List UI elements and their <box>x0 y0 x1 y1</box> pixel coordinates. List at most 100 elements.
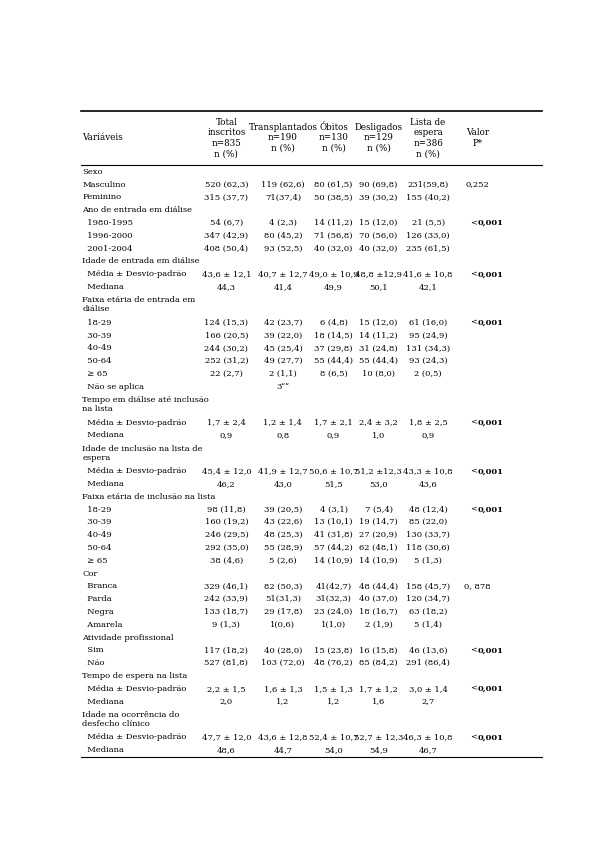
Text: 51,5: 51,5 <box>324 480 343 488</box>
Text: 48,8 ±12,9: 48,8 ±12,9 <box>355 270 402 278</box>
Text: 39 (30,2): 39 (30,2) <box>359 193 397 201</box>
Text: Idade na ocorrência do
desfecho clínico: Idade na ocorrência do desfecho clínico <box>82 710 180 728</box>
Text: 48 (76,2): 48 (76,2) <box>315 659 353 667</box>
Text: 15 (23,8): 15 (23,8) <box>315 646 353 654</box>
Text: 45,4 ± 12,0: 45,4 ± 12,0 <box>201 467 251 475</box>
Text: 43,6 ± 12,8: 43,6 ± 12,8 <box>258 734 308 741</box>
Text: 37 (29,8): 37 (29,8) <box>315 344 353 353</box>
Text: 49,0 ± 10,9: 49,0 ± 10,9 <box>309 270 358 278</box>
Text: 244 (30,2): 244 (30,2) <box>204 344 249 353</box>
Text: 85 (84,2): 85 (84,2) <box>359 659 398 667</box>
Text: 40,7 ± 12,7: 40,7 ± 12,7 <box>258 270 308 278</box>
Text: 0,001: 0,001 <box>477 318 503 327</box>
Text: 0,252: 0,252 <box>466 181 489 188</box>
Text: 38 (4,6): 38 (4,6) <box>210 556 243 565</box>
Text: Ano de entrada em diálise: Ano de entrada em diálise <box>82 206 192 214</box>
Text: 55 (44,4): 55 (44,4) <box>314 357 353 366</box>
Text: 18 (14,5): 18 (14,5) <box>314 331 353 340</box>
Text: <: < <box>470 646 477 654</box>
Text: 292 (35,0): 292 (35,0) <box>204 544 248 552</box>
Text: 44,7: 44,7 <box>273 746 292 754</box>
Text: 30-39: 30-39 <box>82 519 112 526</box>
Text: 40 (32,0): 40 (32,0) <box>315 245 353 253</box>
Text: 231(59,8): 231(59,8) <box>407 181 449 188</box>
Text: Valor
P*: Valor P* <box>466 128 489 148</box>
Text: 329 (46,1): 329 (46,1) <box>204 582 249 591</box>
Text: 46,7: 46,7 <box>419 746 437 754</box>
Text: 50,6 ± 10,7: 50,6 ± 10,7 <box>309 467 358 475</box>
Text: 46,2: 46,2 <box>217 480 236 488</box>
Text: 31(32,3): 31(32,3) <box>316 595 352 603</box>
Text: 15 (12,0): 15 (12,0) <box>359 219 397 227</box>
Text: Variáveis: Variáveis <box>82 134 123 142</box>
Text: 19 (14,7): 19 (14,7) <box>359 519 398 526</box>
Text: 10 (8,0): 10 (8,0) <box>362 370 395 378</box>
Text: 120 (34,7): 120 (34,7) <box>406 595 450 603</box>
Text: 80 (61,5): 80 (61,5) <box>315 181 353 188</box>
Text: 41,9 ± 12,7: 41,9 ± 12,7 <box>258 467 308 475</box>
Text: 53,0: 53,0 <box>369 480 388 488</box>
Text: 0,001: 0,001 <box>477 270 503 278</box>
Text: Sexo: Sexo <box>82 168 103 175</box>
Text: 4 (3,1): 4 (3,1) <box>319 506 348 514</box>
Text: 18-29: 18-29 <box>82 506 112 514</box>
Text: 50-64: 50-64 <box>82 544 112 552</box>
Text: 1,2 ± 1,4: 1,2 ± 1,4 <box>263 419 302 426</box>
Text: 30-39: 30-39 <box>82 331 112 340</box>
Text: 40 (32,0): 40 (32,0) <box>359 245 397 253</box>
Text: 124 (15,3): 124 (15,3) <box>204 318 249 327</box>
Text: 71 (56,8): 71 (56,8) <box>315 232 353 240</box>
Text: 1(1,0): 1(1,0) <box>321 621 346 629</box>
Text: Sim: Sim <box>82 646 104 654</box>
Text: 1996-2000: 1996-2000 <box>82 232 132 240</box>
Text: 2 (1,9): 2 (1,9) <box>365 621 393 629</box>
Text: 18-29: 18-29 <box>82 318 112 327</box>
Text: 242 (33,9): 242 (33,9) <box>204 595 249 603</box>
Text: 55 (28,9): 55 (28,9) <box>264 544 302 552</box>
Text: Média ± Desvio-padrão: Média ± Desvio-padrão <box>82 419 186 426</box>
Text: 40 (37,0): 40 (37,0) <box>359 595 397 603</box>
Text: 5 (1,3): 5 (1,3) <box>414 556 442 565</box>
Text: Faixa etária de inclusão na lista: Faixa etária de inclusão na lista <box>82 493 215 501</box>
Text: Desligados
n=129
n (%): Desligados n=129 n (%) <box>355 123 402 153</box>
Text: 103 (72,0): 103 (72,0) <box>261 659 305 667</box>
Text: 43,6: 43,6 <box>419 480 437 488</box>
Text: 1(0,6): 1(0,6) <box>270 621 295 629</box>
Text: 50 (38,5): 50 (38,5) <box>315 193 353 201</box>
Text: Tempo de espera na lista: Tempo de espera na lista <box>82 672 188 680</box>
Text: 0,8: 0,8 <box>276 431 290 439</box>
Text: 57 (44,2): 57 (44,2) <box>314 544 353 552</box>
Text: Lista de
espera
n=386
n (%): Lista de espera n=386 n (%) <box>410 118 446 158</box>
Text: 22 (2,7): 22 (2,7) <box>210 370 243 378</box>
Text: 3,0 ± 1,4: 3,0 ± 1,4 <box>408 685 448 693</box>
Text: 246 (29,5): 246 (29,5) <box>204 531 248 539</box>
Text: 43,6 ± 12,1: 43,6 ± 12,1 <box>201 270 251 278</box>
Text: 43 (22,6): 43 (22,6) <box>264 519 302 526</box>
Text: 42 (23,7): 42 (23,7) <box>264 318 302 327</box>
Text: 14 (10,9): 14 (10,9) <box>359 556 398 565</box>
Text: Média ± Desvio-padrão: Média ± Desvio-padrão <box>82 270 186 278</box>
Text: 40 (28,0): 40 (28,0) <box>264 646 302 654</box>
Text: 95 (24,9): 95 (24,9) <box>409 331 447 340</box>
Text: 0,001: 0,001 <box>477 734 503 741</box>
Text: 0,001: 0,001 <box>477 419 503 426</box>
Text: 1,0: 1,0 <box>372 431 385 439</box>
Text: 45 (25,4): 45 (25,4) <box>264 344 302 353</box>
Text: 48,6: 48,6 <box>217 746 236 754</box>
Text: 5 (2,6): 5 (2,6) <box>269 556 296 565</box>
Text: 133 (18,7): 133 (18,7) <box>204 608 249 616</box>
Text: 55 (44,4): 55 (44,4) <box>359 357 398 366</box>
Text: 1,8 ± 2,5: 1,8 ± 2,5 <box>409 419 448 426</box>
Text: 46,3 ± 10,8: 46,3 ± 10,8 <box>404 734 453 741</box>
Text: 0,001: 0,001 <box>477 685 503 693</box>
Text: Total
inscritos
n=835
n (%): Total inscritos n=835 n (%) <box>208 118 246 158</box>
Text: 126 (33,0): 126 (33,0) <box>407 232 450 240</box>
Text: 118 (30,6): 118 (30,6) <box>406 544 450 552</box>
Text: 42,1: 42,1 <box>419 283 437 291</box>
Text: 46 (13,6): 46 (13,6) <box>409 646 447 654</box>
Text: 48 (44,4): 48 (44,4) <box>359 582 398 591</box>
Text: 155 (40,2): 155 (40,2) <box>406 193 450 201</box>
Text: <: < <box>470 219 477 227</box>
Text: 0,9: 0,9 <box>220 431 233 439</box>
Text: Branca: Branca <box>82 582 117 591</box>
